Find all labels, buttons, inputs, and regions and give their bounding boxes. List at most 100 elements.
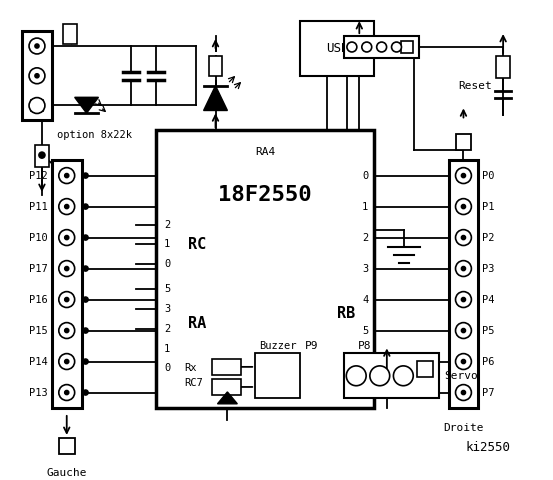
Text: 4: 4 xyxy=(362,295,368,304)
Circle shape xyxy=(65,391,69,395)
Text: 5: 5 xyxy=(164,284,170,294)
Bar xyxy=(208,56,222,76)
Circle shape xyxy=(29,38,45,54)
Polygon shape xyxy=(217,392,237,404)
Text: P4: P4 xyxy=(482,295,495,304)
Text: P5: P5 xyxy=(482,325,495,336)
Text: P9: P9 xyxy=(305,340,319,350)
Circle shape xyxy=(83,390,88,395)
Circle shape xyxy=(456,229,471,245)
Circle shape xyxy=(39,152,45,158)
Text: 1: 1 xyxy=(362,202,368,212)
Circle shape xyxy=(59,168,75,183)
Circle shape xyxy=(346,366,366,386)
Text: P0: P0 xyxy=(482,170,495,180)
Text: P16: P16 xyxy=(29,295,48,304)
Text: 1: 1 xyxy=(164,344,170,354)
Text: P6: P6 xyxy=(482,357,495,367)
Bar xyxy=(345,36,419,58)
Circle shape xyxy=(461,360,466,363)
Bar xyxy=(255,353,300,398)
Circle shape xyxy=(377,42,387,52)
Circle shape xyxy=(83,297,88,302)
Text: P12: P12 xyxy=(29,170,48,180)
Text: 0: 0 xyxy=(362,170,368,180)
Bar xyxy=(156,131,374,408)
Text: Droite: Droite xyxy=(443,423,484,433)
Text: Servo: Servo xyxy=(445,371,478,381)
Circle shape xyxy=(347,42,357,52)
Bar xyxy=(456,134,471,150)
Text: 3: 3 xyxy=(362,264,368,274)
Circle shape xyxy=(35,74,39,78)
Circle shape xyxy=(59,384,75,400)
Bar xyxy=(345,353,439,398)
Text: Reset: Reset xyxy=(458,81,492,91)
Bar xyxy=(62,24,77,44)
Circle shape xyxy=(65,236,69,240)
Circle shape xyxy=(461,236,466,240)
Circle shape xyxy=(456,168,471,183)
Text: RB: RB xyxy=(337,306,355,321)
Bar xyxy=(22,31,52,120)
Circle shape xyxy=(456,354,471,370)
Circle shape xyxy=(59,323,75,338)
Circle shape xyxy=(59,354,75,370)
Text: P14: P14 xyxy=(29,357,48,367)
Text: P7: P7 xyxy=(482,387,495,397)
Circle shape xyxy=(461,174,466,178)
Bar xyxy=(212,379,241,395)
Bar xyxy=(35,145,49,167)
Text: USB: USB xyxy=(326,42,348,55)
Text: 2: 2 xyxy=(164,219,170,229)
Bar xyxy=(448,160,478,408)
Text: 6: 6 xyxy=(362,357,368,367)
Bar xyxy=(31,99,43,111)
Text: P10: P10 xyxy=(29,233,48,242)
Circle shape xyxy=(83,266,88,271)
Bar xyxy=(401,41,413,53)
Bar xyxy=(496,56,510,78)
Circle shape xyxy=(461,204,466,208)
Circle shape xyxy=(35,44,39,48)
Circle shape xyxy=(83,328,88,333)
Text: 1: 1 xyxy=(164,240,170,250)
Circle shape xyxy=(362,42,372,52)
Circle shape xyxy=(65,174,69,178)
Text: 0: 0 xyxy=(164,363,170,373)
Circle shape xyxy=(392,42,401,52)
Text: P1: P1 xyxy=(482,202,495,212)
Text: P15: P15 xyxy=(29,325,48,336)
Text: 2: 2 xyxy=(164,324,170,334)
Circle shape xyxy=(59,199,75,215)
Circle shape xyxy=(59,292,75,308)
Circle shape xyxy=(83,204,88,209)
Text: P3: P3 xyxy=(482,264,495,274)
Circle shape xyxy=(456,261,471,276)
Circle shape xyxy=(456,292,471,308)
Text: Buzzer: Buzzer xyxy=(259,340,296,350)
Circle shape xyxy=(29,68,45,84)
Text: RC7: RC7 xyxy=(184,378,202,388)
Circle shape xyxy=(393,366,413,386)
Circle shape xyxy=(83,359,88,364)
Circle shape xyxy=(456,323,471,338)
Text: RA4: RA4 xyxy=(255,147,275,157)
Bar xyxy=(417,361,432,377)
Text: 2: 2 xyxy=(362,233,368,242)
Text: RC6: RC6 xyxy=(267,386,285,396)
Text: option 8x22k: option 8x22k xyxy=(57,131,132,140)
Text: 5: 5 xyxy=(362,325,368,336)
Circle shape xyxy=(461,298,466,301)
Text: RC: RC xyxy=(187,237,206,252)
Text: 18F2550: 18F2550 xyxy=(218,185,312,205)
Circle shape xyxy=(65,266,69,271)
Circle shape xyxy=(65,329,69,333)
Text: P11: P11 xyxy=(29,202,48,212)
Circle shape xyxy=(83,235,88,240)
Text: P8: P8 xyxy=(358,340,371,350)
Circle shape xyxy=(29,97,45,113)
Text: Rx: Rx xyxy=(184,363,196,373)
Circle shape xyxy=(65,298,69,301)
Polygon shape xyxy=(204,86,227,110)
